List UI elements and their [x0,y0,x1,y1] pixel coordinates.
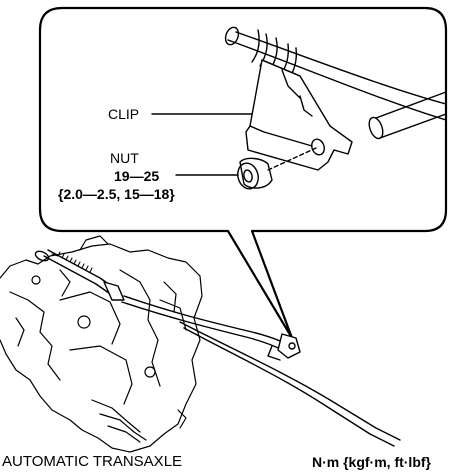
nut-label: NUT [110,150,139,166]
nut-torque-kgf-ftlbf: {2.0—2.5, 15—18} [58,186,175,202]
cable-end-rod [368,91,447,140]
alignment-dashed-line [267,147,317,171]
selector-cable [34,249,401,447]
clip-label: CLIP [108,106,140,122]
nut-torque-nm: 19—25 [114,168,160,184]
torque-units-legend: N·m {kgf·m, ft·lbf} [312,454,431,470]
transaxle-body [0,235,203,453]
nut [237,157,273,190]
transaxle-label: AUTOMATIC TRANSAXLE [2,453,183,470]
clip-bracket [245,59,353,171]
